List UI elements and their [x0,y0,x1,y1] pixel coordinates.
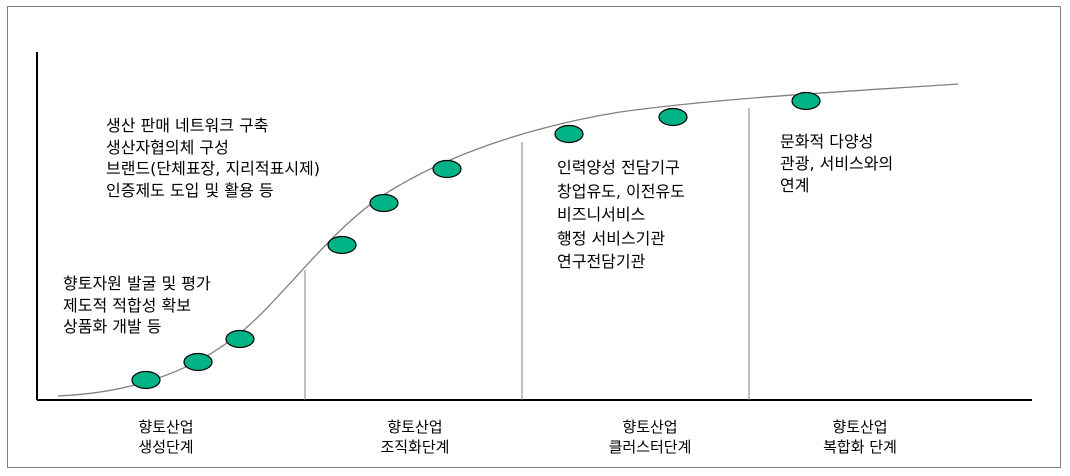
text-line: 향토자원 발굴 및 평가 [63,274,211,293]
text-line: 브랜드(단체표장, 지리적표시제) [106,159,321,178]
formation-stage-text: 향토자원 발굴 및 평가 제도적 적합성 확보 상품화 개발 등 [63,273,211,338]
curve-node [225,329,255,349]
curve-node [131,370,161,390]
curve-node [791,91,821,111]
stage-label-line2: 복합화 단계 [823,438,897,456]
curve-node [369,193,399,213]
diagram-frame [7,6,1061,468]
stage-label-organization: 향토산업 조직화단계 [335,417,495,457]
curve-node [432,159,462,179]
curve-node [554,124,584,144]
text-line: 생산자협의체 구성 [106,137,229,157]
stage-label-line1: 향토산업 [138,418,194,436]
complex-stage-text: 문화적 다양성 관광, 서비스와의 연계 [780,131,893,197]
text-line: 문화적 다양성 [780,132,874,151]
stage-label-formation: 향토산업 생성단계 [86,417,246,457]
stage-label-line2: 클러스터단계 [608,438,692,456]
text-line: 인증제도 도입 및 활용 등 [106,180,274,200]
curve-node [327,235,357,255]
stage-label-line2: 조직화단계 [380,438,450,456]
curve-nodes [131,91,821,390]
stage-label-complex: 향토산업 복합화 단계 [780,417,940,457]
stage-label-line1: 향토산업 [622,418,678,436]
organization-stage-text: 생산 판매 네트워크 구축 생산자협의체 구성 브랜드(단체표장, 지리적표시제… [106,115,320,201]
cluster-stage-text: 인력양성 전담기구 창업유도, 이전유도 비즈니서비스 행정 서비스기관 연구전… [557,156,685,274]
stage-label-line1: 향토산업 [832,418,888,436]
text-line: 제도적 적합성 확보 [63,295,191,315]
text-line: 연구전담기관 [557,252,646,271]
text-line: 생산 판매 네트워크 구축 [106,116,269,135]
stage-label-line1: 향토산업 [387,418,443,436]
text-line: 행정 서비스기관 [557,228,666,248]
text-line: 비즈니서비스 [557,205,646,224]
stage-label-cluster: 향토산업 클러스터단계 [570,417,730,457]
text-line: 연계 [780,176,810,195]
text-line: 상품화 개발 등 [63,317,162,336]
curve-node [183,352,213,372]
growth-curve [57,83,959,397]
text-line: 창업유도, 이전유도 [557,181,685,201]
curve-node [658,107,688,127]
text-line: 관광, 서비스와의 [780,154,894,173]
text-line: 인력양성 전담기구 [557,158,680,177]
stage-label-line2: 생성단계 [138,438,194,456]
